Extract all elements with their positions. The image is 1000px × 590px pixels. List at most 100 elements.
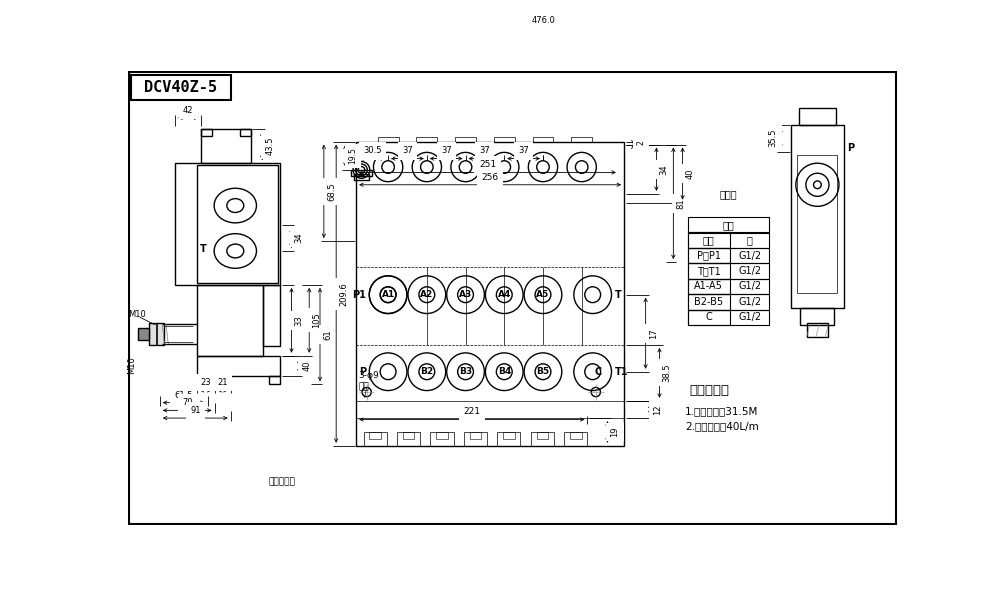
Text: 34: 34 — [659, 164, 668, 175]
Bar — [430, 432, 454, 445]
Bar — [175, 163, 280, 285]
Bar — [378, 137, 399, 142]
Text: 476.0: 476.0 — [531, 17, 555, 25]
Bar — [197, 376, 208, 384]
Text: A1-A5: A1-A5 — [694, 281, 723, 291]
Text: P: P — [359, 367, 366, 377]
Text: 格: 格 — [747, 235, 753, 245]
Text: 1.额定压力：31.5M: 1.额定压力：31.5M — [685, 406, 758, 416]
Bar — [240, 129, 251, 136]
Bar — [688, 278, 769, 294]
Text: 33: 33 — [295, 315, 304, 326]
Bar — [531, 432, 554, 445]
Bar — [688, 248, 730, 263]
Text: 技术参数：: 技术参数： — [690, 384, 730, 397]
Text: 37: 37 — [480, 146, 490, 156]
Text: T，T1: T，T1 — [697, 266, 721, 276]
Bar — [356, 142, 624, 445]
Text: C: C — [595, 367, 602, 377]
Bar — [436, 432, 448, 439]
Text: 70: 70 — [182, 398, 192, 407]
Bar — [263, 285, 280, 346]
Text: DCV40Z-5: DCV40Z-5 — [144, 80, 217, 95]
Text: 螈纹规: 螈纹规 — [719, 189, 737, 199]
Text: M10: M10 — [128, 310, 146, 319]
Text: 105: 105 — [312, 313, 321, 328]
Bar — [570, 432, 582, 439]
Text: 2: 2 — [636, 141, 645, 146]
Bar — [455, 137, 476, 142]
Text: 3-φ9
通孔: 3-φ9 通孔 — [358, 371, 379, 392]
Bar — [688, 232, 730, 248]
Bar — [364, 432, 387, 445]
Bar — [688, 294, 769, 310]
Bar — [564, 432, 587, 445]
Text: 17: 17 — [649, 328, 658, 339]
Text: 91: 91 — [190, 406, 201, 415]
Bar — [688, 310, 769, 325]
Bar — [131, 76, 231, 100]
Text: B2-B5: B2-B5 — [694, 297, 723, 307]
Bar — [688, 232, 769, 248]
Bar — [533, 137, 553, 142]
Text: G1/2: G1/2 — [738, 281, 761, 291]
Text: M10: M10 — [128, 356, 137, 374]
Bar — [503, 432, 515, 439]
Text: 43.5: 43.5 — [265, 137, 274, 155]
Text: 37: 37 — [518, 146, 529, 156]
Text: 40: 40 — [686, 168, 695, 179]
Text: 30.5: 30.5 — [363, 146, 381, 156]
Text: T1: T1 — [615, 367, 628, 377]
Bar — [494, 137, 515, 142]
Text: 256: 256 — [482, 173, 499, 182]
Text: P，P1: P，P1 — [697, 251, 721, 261]
Bar — [791, 124, 844, 308]
Bar — [464, 432, 487, 445]
Text: P1: P1 — [352, 290, 366, 300]
Text: 68.5: 68.5 — [327, 182, 336, 201]
Bar — [351, 170, 372, 176]
Text: 81: 81 — [676, 198, 685, 209]
Bar — [688, 294, 730, 310]
Bar — [688, 263, 730, 278]
Bar — [688, 217, 769, 232]
Text: 35.5: 35.5 — [768, 129, 777, 148]
Text: 2.额定流量：40L/m: 2.额定流量：40L/m — [685, 421, 759, 431]
Text: A2: A2 — [420, 290, 433, 299]
Text: G1/2: G1/2 — [738, 297, 761, 307]
Text: 221: 221 — [463, 408, 480, 417]
Bar — [201, 129, 212, 136]
Text: G1/2: G1/2 — [738, 312, 761, 322]
Bar — [799, 108, 836, 124]
Bar — [688, 248, 769, 263]
Bar — [197, 165, 278, 283]
Text: 251: 251 — [479, 160, 496, 169]
Text: B4: B4 — [498, 367, 511, 376]
Bar — [197, 285, 263, 356]
Bar — [269, 376, 280, 384]
Text: 38.5: 38.5 — [663, 363, 672, 382]
Text: 23: 23 — [200, 378, 211, 387]
Bar — [688, 278, 730, 294]
Bar — [356, 401, 624, 418]
Bar — [800, 308, 834, 325]
Bar — [201, 129, 251, 163]
Text: 34: 34 — [295, 232, 304, 243]
Text: B2: B2 — [420, 367, 433, 376]
Text: 61.5: 61.5 — [174, 391, 193, 399]
Bar — [149, 323, 164, 345]
Bar — [416, 137, 437, 142]
Text: 61: 61 — [323, 329, 332, 340]
Text: P: P — [847, 143, 854, 153]
Bar — [138, 328, 149, 340]
Bar — [497, 432, 520, 445]
Text: A5: A5 — [536, 290, 550, 299]
Text: T: T — [615, 290, 621, 300]
Bar — [354, 174, 369, 180]
Bar — [197, 356, 280, 376]
Bar — [688, 263, 769, 278]
Text: 19: 19 — [611, 427, 620, 437]
Text: 209.6: 209.6 — [339, 282, 348, 306]
Bar — [403, 432, 414, 439]
Bar — [571, 137, 592, 142]
